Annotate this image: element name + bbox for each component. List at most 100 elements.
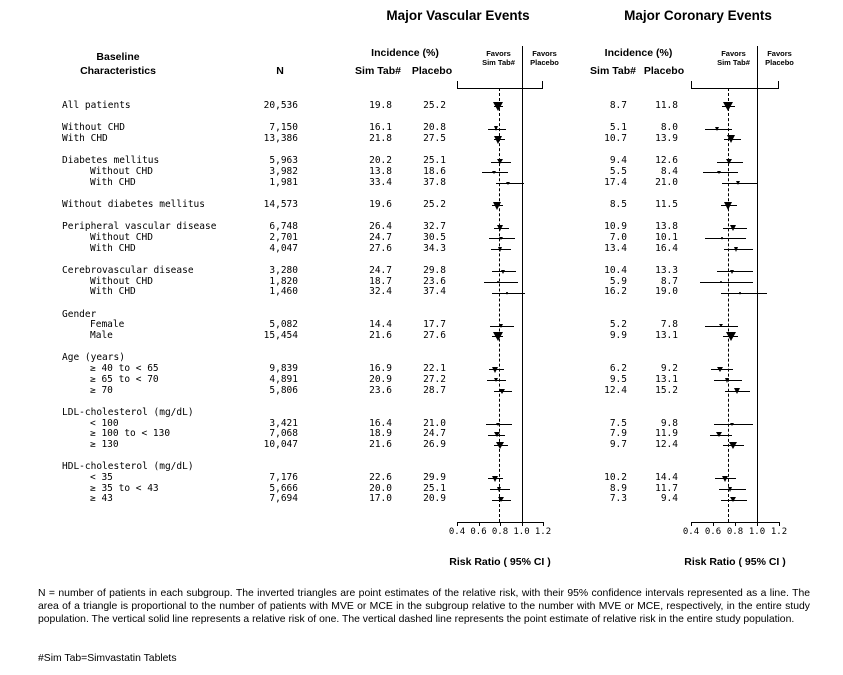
- point-estimate-triangle: [723, 201, 732, 210]
- confidence-interval-line: [720, 292, 767, 294]
- row-label: Without CHD: [90, 275, 153, 287]
- mve-plot-cell: [457, 277, 543, 288]
- mce-placebo-incidence: 15.2: [655, 384, 678, 396]
- mve-plot-cell: [457, 440, 543, 451]
- mce-sim-incidence: 17.4: [604, 176, 627, 188]
- row-label: ≥ 40 to < 65: [90, 363, 159, 375]
- point-estimate-triangle: [493, 201, 502, 210]
- point-estimate-triangle: [735, 181, 740, 186]
- point-estimate-triangle: [497, 281, 500, 284]
- mce-plot-cell: [691, 386, 779, 397]
- point-estimate-triangle: [500, 269, 505, 274]
- mce-sim-incidence: 13.4: [604, 242, 627, 254]
- mve-sim-incidence: 16.1: [369, 122, 392, 134]
- n-column-header: N: [276, 65, 284, 77]
- mve-placebo-incidence: 29.9: [423, 471, 446, 483]
- mce-plot-cell: [691, 429, 779, 440]
- mce-placebo-incidence: 11.5: [655, 199, 678, 210]
- table-row: Without CHD 1,820 18.7 23.6 5.9 8.7: [0, 275, 843, 288]
- table-row: < 100 3,421 16.4 21.0 7.5 9.8: [0, 417, 843, 430]
- mce-axis-tick-label: 0.4: [682, 527, 700, 537]
- mce-plot-cell: [691, 233, 779, 244]
- mce-sim-incidence: 8.7: [609, 100, 627, 111]
- mce-axis-tick: [779, 522, 780, 526]
- table-row: ≥ 40 to < 65 9,839 16.9 22.1 6.2 9.2: [0, 363, 843, 375]
- baseline-header-line1: Baseline: [96, 51, 140, 63]
- mve-plot-cell: [457, 156, 543, 167]
- mce-bracket-left-tick: [691, 81, 692, 88]
- mce-plot-cell: [691, 494, 779, 505]
- mce-sim-incidence: 8.9: [609, 482, 627, 494]
- point-estimate-triangle: [496, 442, 504, 450]
- table-row: With CHD 4,047 27.6 34.3 13.4 16.4: [0, 242, 843, 255]
- mve-placebo-column-header: Placebo: [411, 65, 453, 77]
- mce-placebo-incidence: 11.9: [655, 428, 678, 440]
- mve-plot-cell: [457, 473, 543, 484]
- mce-placebo-incidence: 9.8: [660, 417, 678, 429]
- table-row: ≥ 35 to < 43 5,666 20.0 25.1 8.9 11.7: [0, 482, 843, 495]
- mce-placebo-incidence: 11.7: [655, 482, 678, 494]
- mve-sim-incidence: 16.4: [369, 417, 392, 429]
- row-label: Gender: [62, 308, 97, 320]
- row-label: With CHD: [90, 176, 136, 188]
- mce-sim-incidence: 12.4: [604, 384, 627, 396]
- mce-sim-incidence: 7.3: [609, 493, 627, 505]
- point-estimate-triangle: [493, 101, 504, 111]
- favors-word: Favors: [486, 49, 511, 58]
- point-estimate-triangle: [493, 126, 498, 132]
- table-row: ≥ 130 10,047 21.6 26.9 9.7 12.4: [0, 439, 843, 451]
- group-header-row: Gender: [0, 308, 843, 321]
- n-value: 5,666: [269, 482, 298, 494]
- n-value: 7,694: [269, 493, 298, 505]
- table-row: ≥ 70 5,806 23.6 28.7 12.4 15.2: [0, 384, 843, 397]
- n-value: 13,386: [263, 133, 298, 144]
- mve-placebo-incidence: 24.7: [423, 428, 446, 440]
- n-value: 3,280: [269, 265, 298, 276]
- table-row: Without diabetes mellitus 14,573 19.6 25.2 8…: [0, 199, 843, 211]
- point-estimate-triangle: [734, 246, 739, 252]
- mve-axis-tick: [500, 522, 501, 526]
- point-estimate-triangle: [725, 332, 736, 342]
- mve-favors-sim-label: Favors Sim Tab#: [477, 49, 520, 67]
- mve-sim-incidence: 14.4: [369, 319, 392, 331]
- mce-plot-cell: [691, 287, 779, 298]
- point-estimate-triangle: [738, 291, 741, 295]
- confidence-interval-line: [699, 282, 753, 284]
- n-value: 5,963: [269, 155, 298, 167]
- mce-placebo-incidence: 12.6: [655, 155, 678, 167]
- mve-plot-cell: [457, 419, 543, 430]
- mve-plot-cell: [457, 200, 543, 211]
- mve-sim-incidence: 22.6: [369, 471, 392, 483]
- row-label: < 35: [90, 471, 113, 483]
- point-estimate-triangle: [499, 388, 505, 394]
- mve-placebo-incidence: 17.7: [423, 319, 446, 331]
- mve-plot-cell: [457, 494, 543, 505]
- mve-sim-incidence: 26.4: [369, 221, 392, 233]
- mve-axis-tick: [543, 522, 544, 526]
- mve-plot-cell: [457, 386, 543, 397]
- n-value: 1,460: [269, 286, 298, 298]
- mce-axis-tick: [735, 522, 736, 526]
- point-estimate-triangle: [497, 159, 503, 165]
- mve-axis-tick-label: 0.4: [448, 527, 466, 537]
- table-row: Female 5,082 14.4 17.7 5.2 7.8: [0, 320, 843, 331]
- mve-placebo-incidence: 29.8: [423, 265, 446, 276]
- mce-plot-cell: [691, 440, 779, 451]
- mve-plot-cell: [457, 101, 543, 112]
- point-estimate-triangle: [733, 388, 740, 395]
- point-estimate-triangle: [724, 378, 729, 384]
- row-label: With CHD: [90, 242, 136, 254]
- mve-placebo-incidence: 28.7: [423, 384, 446, 396]
- mve-placebo-incidence: 34.3: [423, 242, 446, 254]
- mce-placebo-column-header: Placebo: [643, 65, 685, 77]
- table-row: ≥ 43 7,694 17.0 20.9 7.3 9.4: [0, 494, 843, 505]
- point-estimate-triangle: [729, 422, 734, 426]
- point-estimate-triangle: [492, 366, 499, 373]
- mce-plot-cell: [691, 484, 779, 495]
- mve-placebo-incidence: 22.1: [423, 363, 446, 375]
- mve-axis-tick: [478, 522, 480, 526]
- mve-placebo-incidence: 27.2: [423, 373, 446, 385]
- confidence-interval-line: [483, 282, 519, 284]
- mve-placebo-incidence: 32.7: [423, 221, 446, 233]
